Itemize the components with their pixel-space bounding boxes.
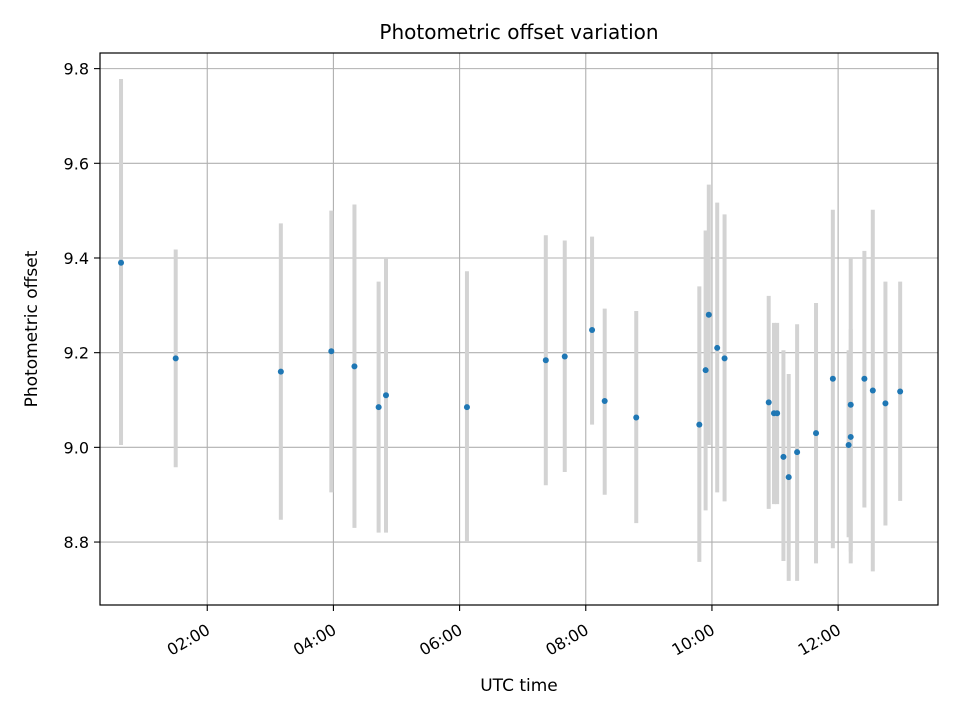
- data-point: [847, 433, 854, 440]
- data-point: [794, 449, 801, 456]
- y-tick-label: 9.0: [64, 438, 89, 457]
- data-point: [882, 400, 889, 407]
- x-axis-label: UTC time: [480, 676, 558, 696]
- data-point: [785, 474, 792, 481]
- data-point: [601, 397, 608, 404]
- y-tick-label: 9.8: [64, 60, 89, 79]
- data-point: [869, 387, 876, 394]
- data-point: [589, 326, 596, 333]
- data-point: [463, 404, 470, 411]
- chart-title: Photometric offset variation: [379, 20, 658, 44]
- data-points: [118, 259, 904, 481]
- data-point: [375, 404, 382, 411]
- y-tick-label: 9.2: [64, 344, 89, 363]
- y-tick-label: 9.4: [64, 249, 89, 268]
- data-point: [702, 367, 709, 374]
- data-point: [561, 353, 568, 360]
- data-point: [774, 410, 781, 417]
- grid: [100, 53, 938, 605]
- data-point: [765, 399, 772, 406]
- data-point: [382, 392, 389, 399]
- y-axis: 8.8 9.0 9.2 9.4 9.6 9.8: [64, 60, 100, 552]
- data-point: [845, 441, 852, 448]
- data-point: [172, 355, 179, 362]
- data-point: [118, 259, 125, 266]
- y-tick-label: 9.6: [64, 154, 89, 173]
- y-axis-label: Photometric offset: [22, 250, 42, 407]
- plot-frame: [99, 52, 939, 606]
- data-point: [277, 368, 284, 375]
- data-point: [861, 375, 868, 382]
- data-point: [351, 363, 358, 370]
- data-point: [705, 311, 712, 318]
- data-point: [780, 453, 787, 460]
- data-point: [829, 375, 836, 382]
- data-point: [328, 348, 335, 355]
- data-point: [897, 388, 904, 395]
- data-point: [542, 357, 549, 364]
- data-point: [847, 401, 854, 408]
- data-point: [714, 344, 721, 351]
- data-point: [721, 355, 728, 362]
- data-point: [696, 421, 703, 428]
- data-point: [633, 414, 640, 421]
- y-tick-label: 8.8: [64, 533, 89, 552]
- data-point: [813, 430, 820, 437]
